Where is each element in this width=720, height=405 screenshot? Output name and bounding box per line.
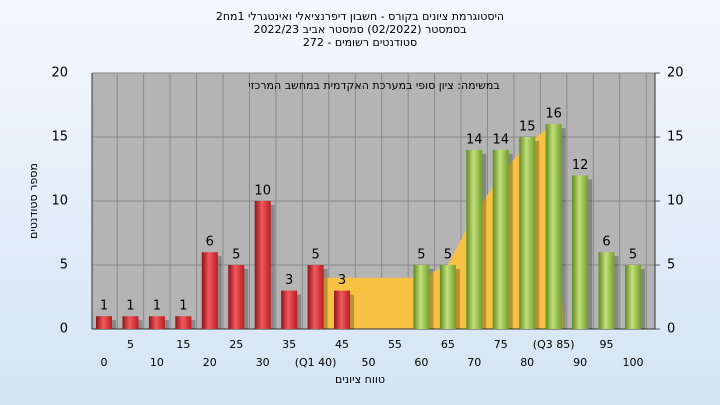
- value-label: 1: [100, 299, 108, 314]
- bar: [334, 290, 351, 329]
- x-tick-label: 15: [176, 338, 190, 351]
- x-tick-label: 0: [101, 356, 108, 369]
- chart-title: היסטוגרמת ציונים בקורס - חשבון דיפרנציאל…: [216, 10, 504, 23]
- x-tick-label: 60: [414, 356, 428, 369]
- y-tick-label: 5: [60, 258, 68, 273]
- value-label: 14: [492, 132, 509, 147]
- bar: [492, 149, 509, 329]
- bar: [228, 265, 245, 329]
- bar: [439, 265, 456, 329]
- value-label: 6: [602, 235, 610, 250]
- x-tick-label: 65: [441, 338, 455, 351]
- x-tick-label: 75: [494, 338, 508, 351]
- value-label: 3: [338, 273, 346, 288]
- value-label: 12: [572, 158, 589, 173]
- x-axis-label: טווח ציונים: [335, 373, 385, 386]
- y2-tick-label: 15: [667, 130, 684, 145]
- value-label: 1: [153, 299, 161, 314]
- x-tick-label: 55: [388, 338, 402, 351]
- y-tick-label: 0: [60, 322, 68, 337]
- bar: [175, 316, 192, 329]
- value-label: 1: [126, 299, 134, 314]
- bar: [254, 201, 271, 329]
- y-tick-label: 15: [51, 130, 68, 145]
- value-label: 1: [179, 299, 187, 314]
- bar: [598, 252, 615, 329]
- x-tick-label: 10: [150, 356, 164, 369]
- x-tick-label: 80: [520, 356, 534, 369]
- value-label: 6: [206, 235, 214, 250]
- value-label: 3: [285, 273, 293, 288]
- y-tick-label: 20: [51, 66, 68, 81]
- value-label: 14: [466, 132, 483, 147]
- x-tick-label: (Q1 40): [295, 356, 337, 369]
- bar: [625, 265, 641, 329]
- subtitle: בסמסטר (02/2022) סמסטר אביב 2022/23: [253, 23, 466, 36]
- value-label: 5: [629, 248, 637, 263]
- bar: [307, 265, 324, 329]
- bar: [148, 316, 165, 329]
- annotation: במשימה: ציון סופי במערכת האקדמית במחשב ה…: [248, 79, 499, 92]
- y2-tick-label: 0: [667, 322, 675, 337]
- x-tick-label: 70: [467, 356, 481, 369]
- value-label: 10: [254, 184, 271, 199]
- subtitle: סטודנטים רשומים - 272: [303, 36, 417, 49]
- value-label: 5: [311, 248, 319, 263]
- x-tick-label: 20: [203, 356, 217, 369]
- value-label: 5: [232, 248, 240, 263]
- x-tick-label: 90: [573, 356, 587, 369]
- y2-tick-label: 5: [667, 258, 675, 273]
- bar: [519, 137, 536, 329]
- value-label: 5: [444, 248, 452, 263]
- y-tick-label: 10: [51, 194, 68, 209]
- bar: [545, 124, 562, 329]
- x-tick-label: 45: [335, 338, 349, 351]
- value-label: 15: [519, 120, 536, 135]
- x-tick-label: 50: [362, 356, 376, 369]
- bar: [281, 290, 298, 329]
- x-tick-label: 5: [127, 338, 134, 351]
- bar: [201, 252, 218, 329]
- value-label: 16: [545, 107, 562, 122]
- x-tick-label: (Q3 85): [533, 338, 575, 351]
- x-tick-label: 35: [282, 338, 296, 351]
- bar: [572, 175, 589, 329]
- x-tick-label: 30: [256, 356, 270, 369]
- bar: [466, 149, 483, 329]
- x-tick-label: 100: [623, 356, 644, 369]
- y2-tick-label: 20: [667, 66, 684, 81]
- y-axis-label: מספר סטודנטים: [27, 163, 40, 239]
- bar: [413, 265, 430, 329]
- x-tick-label: 25: [229, 338, 243, 351]
- y2-tick-label: 10: [667, 194, 684, 209]
- x-tick-label: 95: [600, 338, 614, 351]
- value-label: 5: [417, 248, 425, 263]
- bar: [122, 316, 139, 329]
- bar: [96, 316, 112, 329]
